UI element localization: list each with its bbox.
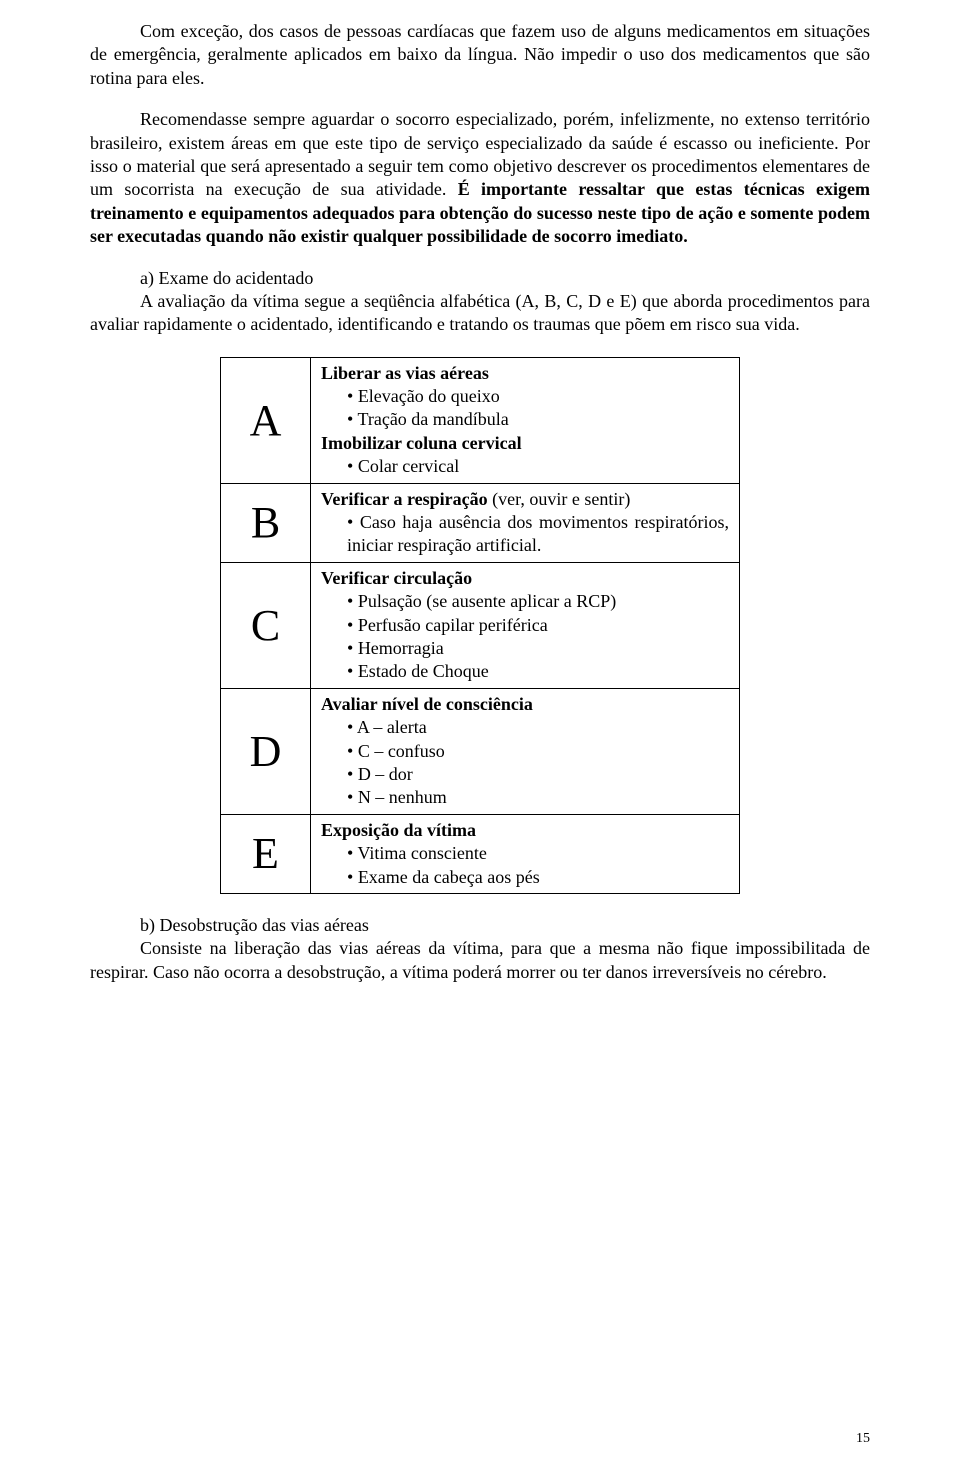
c-bullet-2: Perfusão capilar periférica [321,614,729,637]
letter-b: B [221,483,311,562]
table-row-d: D Avaliar nível de consciência A – alert… [221,688,740,814]
table-row-a: A Liberar as vias aéreas Elevação do que… [221,357,740,483]
a-bullet-1: Elevação do queixo [321,385,729,408]
d-bullet-4: N – nenhum [321,786,729,809]
c-bullet-3: Hemorragia [321,637,729,660]
e-bullet-2: Exame da cabeça aos pés [321,866,729,889]
letter-d: D [221,688,311,814]
content-c: Verificar circulação Pulsação (se ausent… [311,562,740,688]
content-b: Verificar a respiração (ver, ouvir e sen… [311,483,740,562]
table-row-b: B Verificar a respiração (ver, ouvir e s… [221,483,740,562]
content-d: Avaliar nível de consciência A – alerta … [311,688,740,814]
paragraph-1: Com exceção, dos casos de pessoas cardía… [90,20,870,90]
c-bullet-1: Pulsação (se ausente aplicar a RCP) [321,590,729,613]
c-heading-1: Verificar circulação [321,567,729,590]
section-b-title: b) Desobstrução das vias aéreas [90,914,870,937]
b-heading-1: Verificar a respiração (ver, ouvir e sen… [321,488,729,511]
section-b: b) Desobstrução das vias aéreas Consiste… [90,914,870,984]
c-bullet-4: Estado de Choque [321,660,729,683]
a-bullet-2: Tração da mandíbula [321,408,729,431]
a-heading-1: Liberar as vias aéreas [321,362,729,385]
content-a: Liberar as vias aéreas Elevação do queix… [311,357,740,483]
section-a-body: A avaliação da vítima segue a seqüência … [90,290,870,337]
table-row-c: C Verificar circulação Pulsação (se ause… [221,562,740,688]
table-row-e: E Exposição da vítima Vitima consciente … [221,814,740,893]
letter-e: E [221,814,311,893]
d-bullet-3: D – dor [321,763,729,786]
paragraph-2: Recomendasse sempre aguardar o socorro e… [90,108,870,248]
section-b-body: Consiste na liberação das vias aéreas da… [90,937,870,984]
b-heading-bold: Verificar a respiração [321,489,488,509]
a-heading-2: Imobilizar coluna cervical [321,432,729,455]
content-e: Exposição da vítima Vitima consciente Ex… [311,814,740,893]
d-heading-1: Avaliar nível de consciência [321,693,729,716]
d-bullet-1: A – alerta [321,716,729,739]
d-bullet-2: C – confuso [321,740,729,763]
section-a-title: a) Exame do acidentado [90,267,870,290]
abcde-table: A Liberar as vias aéreas Elevação do que… [220,357,740,894]
page-number: 15 [856,1430,870,1448]
b-heading-post: (ver, ouvir e sentir) [488,489,631,509]
b-bullet-1: Caso haja ausência dos movimentos respir… [321,511,729,558]
letter-c: C [221,562,311,688]
e-bullet-1: Vitima consciente [321,842,729,865]
e-heading-1: Exposição da vítima [321,819,729,842]
section-a: a) Exame do acidentado A avaliação da ví… [90,267,870,337]
a-bullet-3: Colar cervical [321,455,729,478]
letter-a: A [221,357,311,483]
